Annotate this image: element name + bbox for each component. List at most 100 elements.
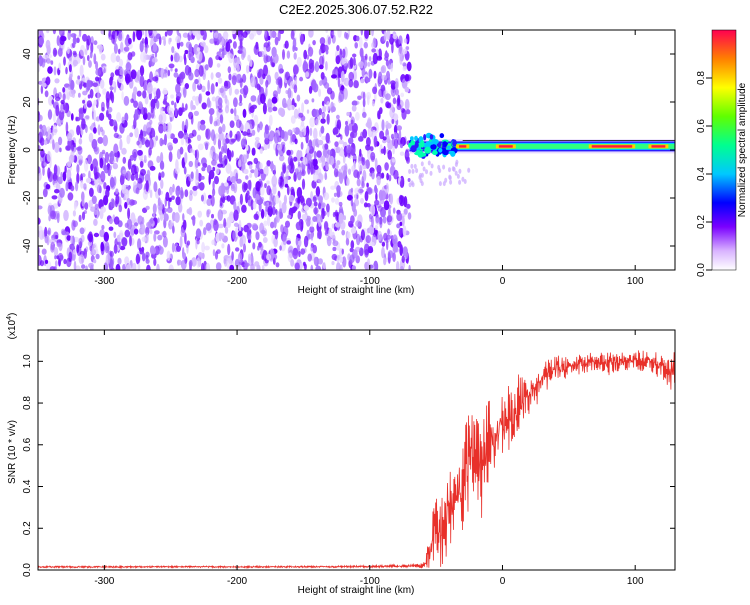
noise-blob (318, 88, 322, 98)
noise-blob (403, 196, 408, 208)
noise-blob (233, 222, 239, 227)
noise-blob (405, 46, 410, 51)
noise-blob (85, 125, 88, 134)
noise-blob (345, 120, 348, 126)
noise-blob (157, 188, 161, 196)
noise-blob (149, 189, 153, 199)
noise-blob (355, 220, 361, 228)
noise-blob (196, 134, 202, 141)
noise-blob (243, 262, 250, 267)
noise-blob (96, 178, 100, 185)
noise-blob (298, 130, 305, 138)
noise-blob (170, 54, 174, 62)
noise-blob (44, 90, 49, 98)
noise-blob (40, 85, 44, 95)
noise-blob (233, 57, 240, 69)
noise-blob (176, 30, 180, 36)
noise-blob (146, 221, 152, 228)
noise-blob (94, 172, 98, 180)
snr-multiplier-exp: 4 (6, 316, 13, 320)
noise-blob (171, 242, 175, 253)
noise-blob (198, 182, 205, 191)
noise-blob (50, 243, 55, 253)
noise-blob (130, 51, 136, 57)
noise-blob (225, 41, 231, 52)
noise-blob (242, 31, 248, 38)
noise-blob (176, 148, 181, 160)
noise-blob (88, 132, 94, 143)
noise-blob (337, 30, 342, 38)
noise-blob (301, 178, 306, 190)
noise-blob (384, 52, 390, 59)
noise-blob (218, 126, 223, 135)
noise-blob (112, 162, 119, 170)
noise-blob (114, 152, 118, 158)
noise-blob (363, 41, 368, 49)
noise-blob (93, 259, 97, 264)
noise-blob (125, 188, 130, 201)
noise-blob (192, 30, 198, 36)
noise-blob (340, 70, 345, 83)
noise-blob (105, 91, 111, 103)
noise-blob (250, 76, 256, 88)
noise-blob (223, 255, 228, 267)
noise-blob (373, 260, 379, 270)
noise-blob (125, 170, 132, 180)
noise-blob (371, 30, 374, 37)
noise-blob (306, 145, 310, 153)
noise-blob (192, 95, 197, 101)
noise-blob (313, 256, 318, 266)
noise-blob (253, 213, 259, 220)
noise-blob (318, 108, 322, 116)
noise-blob (400, 177, 404, 188)
noise-blob (413, 163, 417, 169)
noise-blob (166, 105, 171, 114)
noise-blob (141, 38, 145, 44)
noise-blob (430, 163, 434, 169)
noise-blob (365, 144, 371, 151)
noise-blob (322, 105, 327, 113)
noise-blob (358, 136, 364, 142)
noise-blob (338, 139, 344, 145)
noise-blob (38, 30, 42, 35)
noise-blob (250, 263, 255, 270)
noise-blob (156, 263, 160, 270)
noise-blob (321, 112, 326, 118)
noise-blob (199, 93, 203, 103)
snr-frame (37, 329, 676, 571)
noise-blob (269, 30, 273, 39)
noise-blob (234, 88, 240, 95)
noise-blob (263, 64, 268, 77)
noise-blob (72, 249, 77, 255)
noise-blob (90, 42, 94, 54)
onset-blob (430, 144, 437, 150)
noise-blob (331, 74, 337, 79)
noise-blob (100, 206, 106, 213)
noise-blob (204, 245, 210, 251)
noise-blob (38, 205, 43, 210)
noise-blob (196, 257, 201, 269)
noise-blob (118, 204, 123, 213)
noise-blob (270, 55, 273, 66)
noise-blob (191, 129, 197, 137)
noise-blob (273, 164, 277, 176)
noise-blob (369, 172, 373, 177)
noise-blob (155, 135, 159, 141)
noise-blob (272, 106, 278, 112)
noise-blob (148, 30, 153, 36)
noise-blob (159, 106, 163, 116)
noise-blob (76, 125, 81, 136)
noise-blob (43, 140, 48, 146)
noise-blob (121, 147, 127, 155)
noise-blob (257, 71, 262, 79)
noise-blob (304, 99, 309, 105)
noise-blob (318, 258, 323, 265)
noise-blob (314, 206, 318, 216)
noise-blob (224, 195, 229, 201)
noise-blob (247, 195, 253, 207)
noise-blob (256, 83, 261, 91)
noise-blob (83, 183, 87, 190)
noise-blob (75, 79, 81, 85)
noise-blob (282, 164, 286, 174)
